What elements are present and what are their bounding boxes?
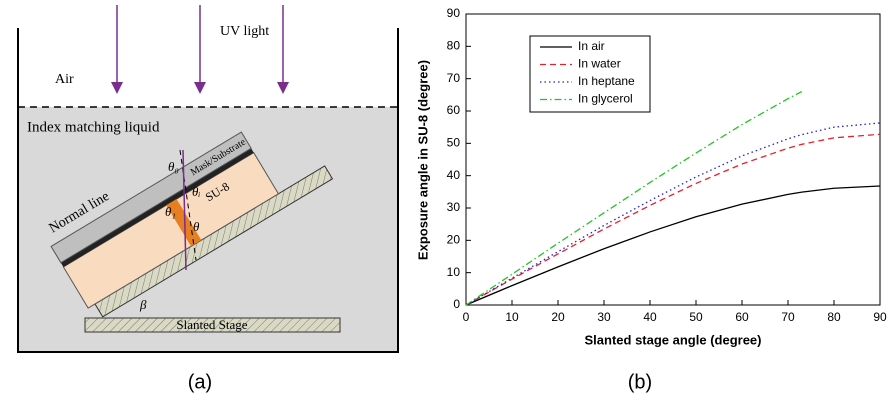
panel-label: (b) [628, 371, 652, 393]
x-axis-title: Slanted stage angle (degree) [585, 332, 762, 347]
panel-label: (a) [188, 371, 212, 393]
series-line [465, 185, 881, 306]
y-tick-label: 90 [447, 6, 461, 20]
y-tick-label: 20 [447, 233, 461, 247]
plot-frame [465, 13, 881, 306]
x-tick-label: 90 [873, 310, 887, 324]
x-tick-label: 40 [643, 310, 657, 324]
diagram: UV light Air Index matching liquid Slant… [17, 5, 399, 353]
dark-layer [60, 148, 254, 267]
y-tick-label: 60 [447, 103, 461, 117]
x-tick-label: 60 [735, 310, 749, 324]
x-tick-label: 0 [463, 310, 470, 324]
x-tick-label: 10 [505, 310, 519, 324]
x-tick-label: 80 [827, 310, 841, 324]
stage-base [84, 317, 341, 333]
stage-label: Slanted Stage [176, 317, 247, 332]
legend-label: In water [578, 57, 621, 71]
beta-label: β [139, 297, 147, 312]
y-axis-title: Exposure angle in SU-8 (degree) [415, 60, 430, 260]
mask-layer [50, 131, 252, 264]
series-line [465, 133, 881, 306]
series-line [465, 122, 881, 306]
normal-line [179, 149, 197, 261]
y-tick-label: 30 [447, 200, 461, 214]
thetai: θᵢ [192, 184, 200, 199]
legend-label: In glycerol [578, 92, 633, 106]
uv-label: UV light [220, 24, 269, 39]
x-tick-label: 30 [597, 310, 611, 324]
theta1: θ₁ [165, 204, 176, 219]
stack: Mask/Substrate SU-8 Normal line [47, 131, 334, 318]
air-label: Air [55, 72, 74, 87]
container [17, 28, 399, 353]
theta0: θ₀ [168, 159, 179, 174]
legend-label: In air [578, 39, 605, 53]
refracted-ray [182, 149, 187, 271]
y-tick-label: 10 [447, 265, 461, 279]
theta: θ [193, 219, 200, 234]
series-line [465, 91, 803, 306]
x-tick-label: 70 [781, 310, 795, 324]
x-tick-label: 20 [551, 310, 565, 324]
y-tick-label: 80 [447, 39, 461, 53]
y-tick-label: 50 [447, 136, 461, 150]
legend-label: In heptane [578, 74, 635, 88]
su8-layer [62, 151, 280, 309]
y-tick-label: 70 [447, 71, 461, 85]
liquid-label: Index matching liquid [27, 119, 160, 135]
y-tick-label: 0 [453, 297, 460, 311]
y-tick-label: 40 [447, 168, 461, 182]
x-tick-label: 50 [689, 310, 703, 324]
